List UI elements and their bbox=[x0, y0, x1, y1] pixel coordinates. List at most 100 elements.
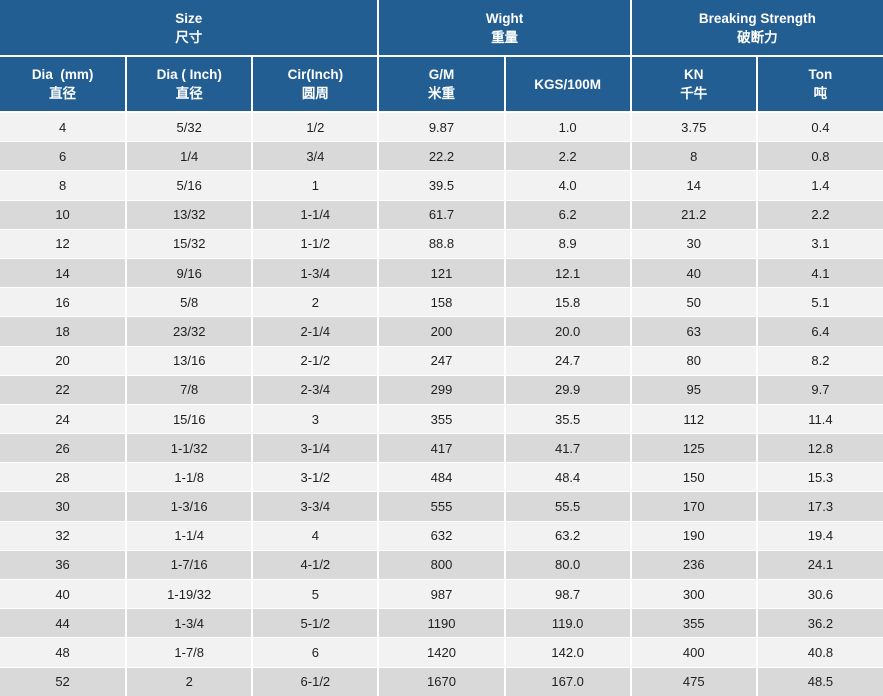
table-cell: 20.0 bbox=[503, 316, 632, 347]
table-row: 20 13/16 2-1/2 247 24.7 80 8.2 bbox=[0, 345, 883, 376]
table-cell: 22.2 bbox=[377, 141, 506, 172]
table-cell: 61.7 bbox=[377, 199, 506, 230]
table-cell: 1/2 bbox=[251, 111, 380, 143]
table-cell: 80.0 bbox=[503, 549, 632, 581]
table-cell: 39.5 bbox=[377, 170, 506, 201]
table-cell: 9.7 bbox=[755, 374, 883, 405]
table-cell: 11.4 bbox=[755, 403, 883, 435]
table-cell: 1-7/8 bbox=[125, 637, 254, 668]
table-cell: 36 bbox=[0, 549, 128, 581]
table-cell: 400 bbox=[629, 637, 758, 668]
table-cell: 555 bbox=[377, 491, 506, 522]
table-row: 48 1-7/8 6 1420 142.0 400 40.8 bbox=[0, 637, 883, 668]
table-cell: 48 bbox=[0, 637, 128, 668]
table-row: 52 2 6-1/2 1670 167.0 475 48.5 bbox=[0, 666, 883, 696]
table-cell: 15/32 bbox=[125, 228, 254, 259]
table-cell: 119.0 bbox=[503, 608, 632, 639]
table-cell: 632 bbox=[377, 520, 506, 551]
table-row: 36 1-7/16 4-1/2 800 80.0 236 24.1 bbox=[0, 549, 883, 581]
header-col-dia-inch: Dia ( Inch) 直径 bbox=[125, 55, 254, 113]
table-cell: 63.2 bbox=[503, 520, 632, 551]
table-cell: 170 bbox=[629, 491, 758, 522]
header-group-row: Size 尺寸 Wight 重量 Breaking Strength 破断力 bbox=[0, 0, 883, 57]
table-cell: 9.87 bbox=[377, 111, 506, 143]
header-col-kgs-100m: KGS/100M bbox=[503, 55, 632, 113]
table-cell: 63 bbox=[629, 316, 758, 347]
table-cell: 40.8 bbox=[755, 637, 883, 668]
table-cell: 18 bbox=[0, 316, 128, 347]
table-cell: 3.1 bbox=[755, 228, 883, 259]
table-cell: 2-1/4 bbox=[251, 316, 380, 347]
table-cell: 5/8 bbox=[125, 287, 254, 318]
table-cell: 88.8 bbox=[377, 228, 506, 259]
table-row: 40 1-19/32 5 987 98.7 300 30.6 bbox=[0, 579, 883, 610]
table-cell: 3-1/2 bbox=[251, 462, 380, 493]
table-cell: 1190 bbox=[377, 608, 506, 639]
header-group-breaking-strength-en: Breaking Strength bbox=[698, 10, 816, 26]
header-group-breaking-strength: Breaking Strength 破断力 bbox=[629, 0, 883, 57]
table-cell: 236 bbox=[629, 549, 758, 581]
table-body: 4 5/32 1/2 9.87 1.0 3.75 0.4 6 1/4 3/4 22.2 2.2 8 0.8… bbox=[0, 111, 883, 696]
table-cell: 8 bbox=[0, 170, 128, 201]
table-cell: 4-1/2 bbox=[251, 549, 380, 581]
header-col-dia-inch-en: Dia ( Inch) bbox=[156, 67, 222, 82]
table-cell: 55.5 bbox=[503, 491, 632, 522]
table-cell: 13/32 bbox=[125, 199, 254, 230]
table-cell: 12.8 bbox=[755, 433, 883, 464]
table-cell: 300 bbox=[629, 579, 758, 610]
table-cell: 2.2 bbox=[503, 141, 632, 172]
table-row: 44 1-3/4 5-1/2 1190 119.0 355 36.2 bbox=[0, 608, 883, 639]
table-cell: 2.2 bbox=[755, 199, 883, 230]
header-col-gm: G/M 米重 bbox=[377, 55, 506, 113]
table-cell: 2 bbox=[125, 666, 254, 696]
header-col-kn-en: KN bbox=[684, 67, 704, 82]
table-cell: 40 bbox=[0, 579, 128, 610]
table-cell: 1-3/16 bbox=[125, 491, 254, 522]
table-cell: 150 bbox=[629, 462, 758, 493]
table-cell: 2 bbox=[251, 287, 380, 318]
table-cell: 41.7 bbox=[503, 433, 632, 464]
table-cell: 247 bbox=[377, 345, 506, 376]
table-cell: 1/4 bbox=[125, 141, 254, 172]
table-row: 10 13/32 1-1/4 61.7 6.2 21.2 2.2 bbox=[0, 199, 883, 230]
table-cell: 987 bbox=[377, 579, 506, 610]
header-col-ton: Ton 吨 bbox=[755, 55, 883, 113]
table-cell: 30.6 bbox=[755, 579, 883, 610]
table-cell: 6.4 bbox=[755, 316, 883, 347]
table-cell: 1-1/8 bbox=[125, 462, 254, 493]
header-col-dia-mm: Dia (mm) 直径 bbox=[0, 55, 128, 113]
table-cell: 17.3 bbox=[755, 491, 883, 522]
table-cell: 12 bbox=[0, 228, 128, 259]
header-col-kn: KN 千牛 bbox=[629, 55, 758, 113]
header-col-dia-inch-zh: 直径 bbox=[175, 86, 203, 101]
table-cell: 48.4 bbox=[503, 462, 632, 493]
table-cell: 121 bbox=[377, 257, 506, 289]
table-row: 30 1-3/16 3-3/4 555 55.5 170 17.3 bbox=[0, 491, 883, 522]
table-cell: 158 bbox=[377, 287, 506, 318]
table-cell: 30 bbox=[629, 228, 758, 259]
table-cell: 0.8 bbox=[755, 141, 883, 172]
table-cell: 299 bbox=[377, 374, 506, 405]
header-col-cir-inch: Cir(Inch) 圆周 bbox=[251, 55, 380, 113]
table-cell: 142.0 bbox=[503, 637, 632, 668]
table-cell: 32 bbox=[0, 520, 128, 551]
table-cell: 1.4 bbox=[755, 170, 883, 201]
table-cell: 1-19/32 bbox=[125, 579, 254, 610]
header-group-weight-zh: 重量 bbox=[491, 29, 519, 45]
table-cell: 6.2 bbox=[503, 199, 632, 230]
table-cell: 8.9 bbox=[503, 228, 632, 259]
table-cell: 15/16 bbox=[125, 403, 254, 435]
header-group-size: Size 尺寸 bbox=[0, 0, 380, 57]
table-cell: 80 bbox=[629, 345, 758, 376]
table-cell: 20 bbox=[0, 345, 128, 376]
table-row: 32 1-1/4 4 632 63.2 190 19.4 bbox=[0, 520, 883, 551]
table-cell: 52 bbox=[0, 666, 128, 696]
table-cell: 2-1/2 bbox=[251, 345, 380, 376]
table-cell: 355 bbox=[629, 608, 758, 639]
header-group-size-zh: 尺寸 bbox=[175, 29, 203, 45]
table-row: 28 1-1/8 3-1/2 484 48.4 150 15.3 bbox=[0, 462, 883, 493]
table-cell: 4 bbox=[251, 520, 380, 551]
table-cell: 5/16 bbox=[125, 170, 254, 201]
table-cell: 125 bbox=[629, 433, 758, 464]
